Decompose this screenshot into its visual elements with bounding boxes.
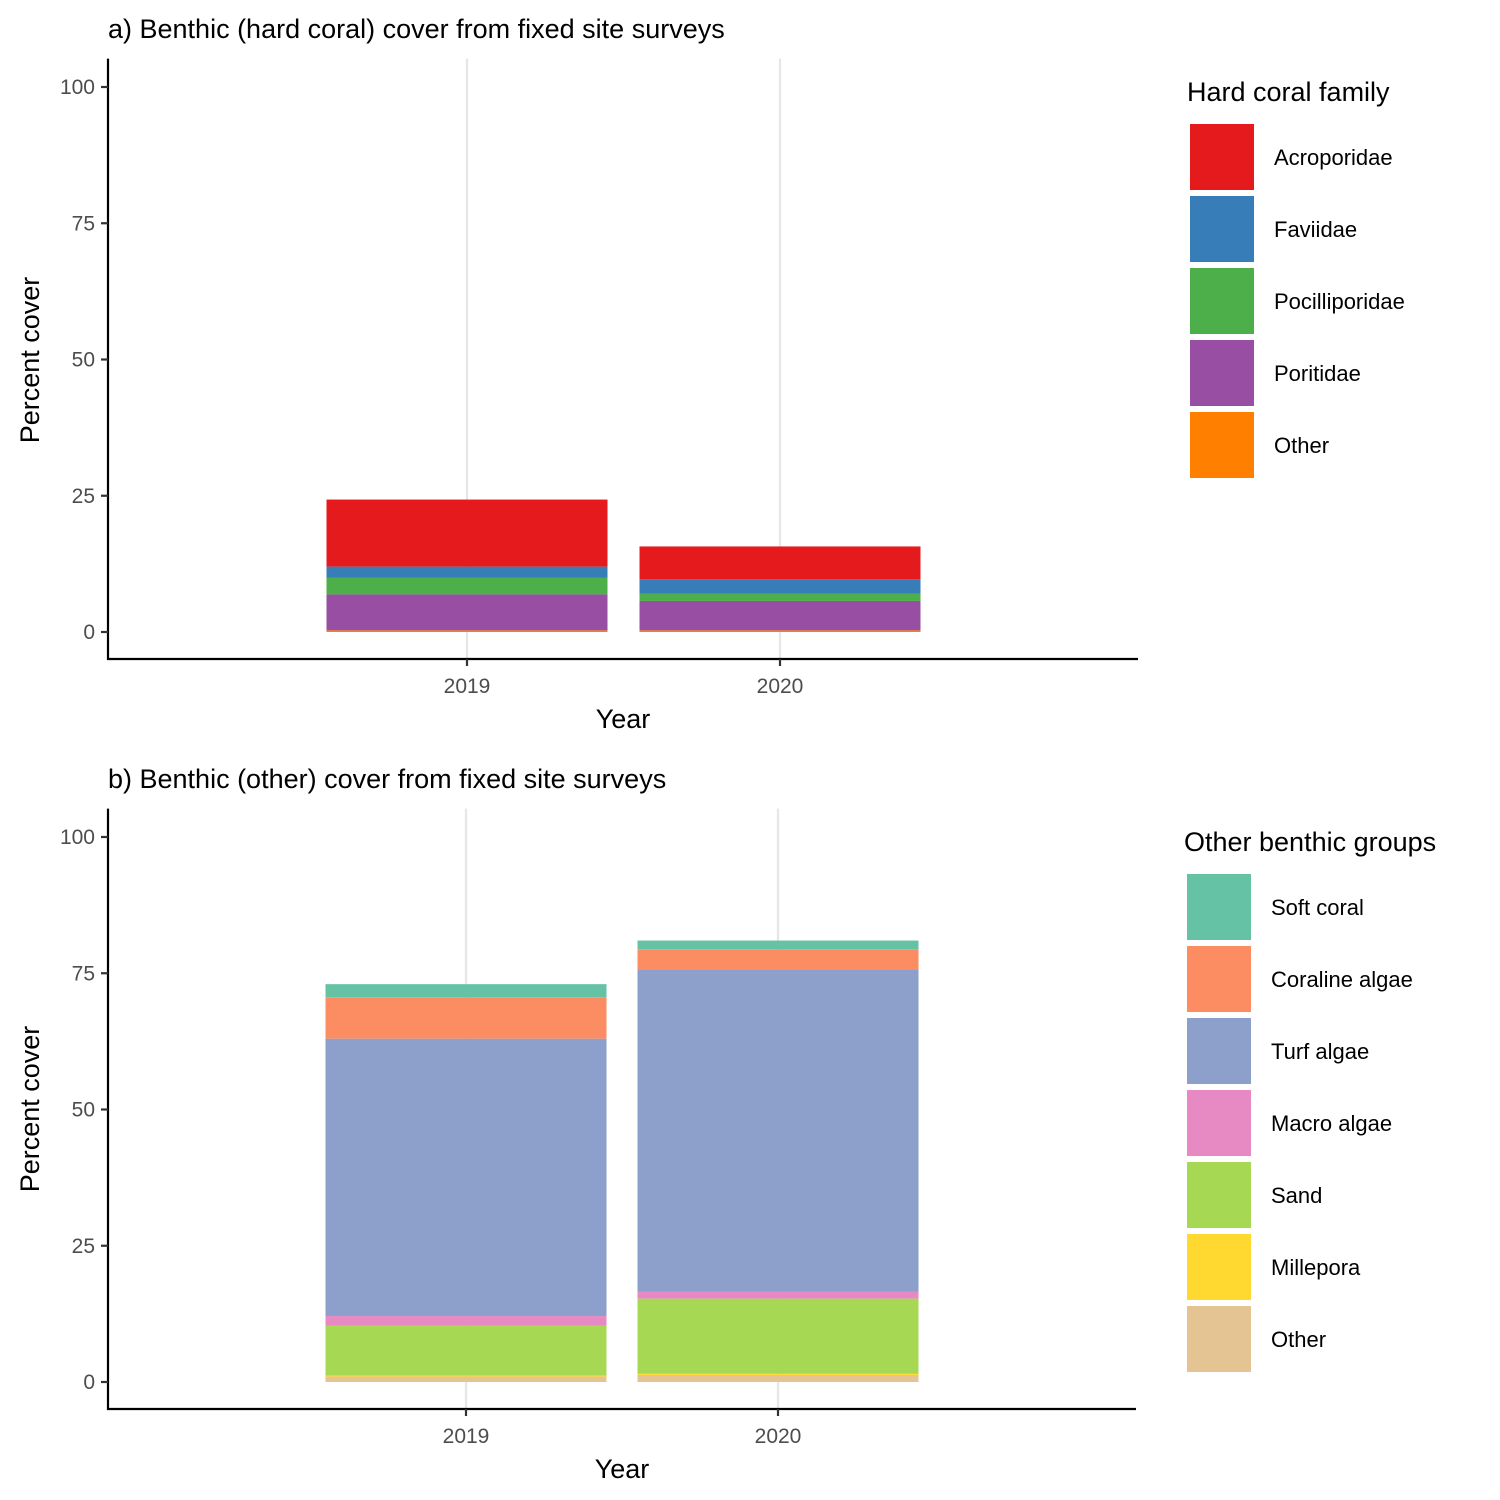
x-axis-title: Year <box>595 1454 650 1484</box>
legend-item-other: Other <box>1186 1305 1326 1377</box>
bar-2019-sand <box>325 1325 607 1376</box>
bar-2020-pocilliporidae <box>639 593 921 601</box>
bar-2020-soft-coral <box>637 940 919 950</box>
y-tick-label-50: 50 <box>72 1099 95 1122</box>
y-tick-label-75: 75 <box>72 962 95 985</box>
legend-label-macro-algae: Macro algae <box>1271 1111 1392 1136</box>
x-tick-label-2020: 2020 <box>755 1425 802 1448</box>
legend-label-other: Other <box>1274 433 1329 458</box>
y-tick-label-100: 100 <box>60 76 95 99</box>
legend-swatch-soft-coral <box>1187 874 1251 940</box>
bar-2020-faviidae <box>639 579 921 594</box>
legend-swatch-pocilliporidae <box>1190 268 1254 334</box>
legend-item-acroporidae: Acroporidae <box>1189 123 1393 195</box>
legend-label-millepora: Millepora <box>1271 1255 1361 1280</box>
legend-title: Other benthic groups <box>1184 827 1436 857</box>
bar-2020-other <box>639 630 921 632</box>
legend-title: Hard coral family <box>1187 77 1390 107</box>
other-benthic-stacked-bar-chart: b) Benthic (other) cover from fixed site… <box>15 764 1436 1484</box>
y-tick-label-0: 0 <box>83 1371 95 1394</box>
axes-layer: 0 25 50 75 100 2019 2020 <box>60 58 1138 698</box>
hard-coral-stacked-bar-chart: a) Benthic (hard coral) cover from fixed… <box>15 14 1405 734</box>
legend-label-turf-algae: Turf algae <box>1271 1039 1369 1064</box>
legend: Soft coral Coraline algae Turf algae Macro … <box>1186 873 1413 1377</box>
chart-panel-a: a) Benthic (hard coral) cover from fixed… <box>15 14 1405 734</box>
y-tick-label-100: 100 <box>60 826 95 849</box>
bar-2020-poritidae <box>639 600 921 631</box>
bar-2020-millepora <box>637 1373 919 1375</box>
chart-title: a) Benthic (hard coral) cover from fixed… <box>108 14 725 44</box>
legend-label-pocilliporidae: Pocilliporidae <box>1274 289 1405 314</box>
x-tick-label-2020: 2020 <box>757 675 804 698</box>
legend-item-faviidae: Faviidae <box>1189 195 1357 267</box>
legend-label-soft-coral: Soft coral <box>1271 895 1364 920</box>
legend-item-pocilliporidae: Pocilliporidae <box>1189 267 1405 339</box>
legend-swatch-poritidae <box>1190 340 1254 406</box>
legend-swatch-macro-algae <box>1187 1090 1251 1156</box>
legend-swatch-other <box>1187 1306 1251 1372</box>
y-tick-label-75: 75 <box>72 212 95 235</box>
bar-2019-soft-coral <box>325 984 607 998</box>
x-tick-label-2019: 2019 <box>443 1425 490 1448</box>
legend-item-soft-coral: Soft coral <box>1186 873 1364 945</box>
legend-item-macro-algae: Macro algae <box>1186 1089 1392 1161</box>
y-tick-label-25: 25 <box>72 1235 95 1258</box>
y-tick-label-25: 25 <box>72 485 95 508</box>
y-tick-label-0: 0 <box>83 621 95 644</box>
bar-2019-millepora <box>325 1375 607 1377</box>
legend-item-coraline-algae: Coraline algae <box>1186 945 1413 1017</box>
y-tick-label-50: 50 <box>72 349 95 372</box>
bar-2019-faviidae <box>326 566 608 578</box>
legend-swatch-coraline-algae <box>1187 946 1251 1012</box>
bar-2019-macro-algae <box>325 1316 607 1326</box>
axes-layer: 0 25 50 75 100 2019 2020 <box>60 808 1136 1448</box>
bar-2020-other <box>637 1374 919 1382</box>
bar-2020-macro-algae <box>637 1291 919 1299</box>
y-axis-title: Percent cover <box>15 1026 45 1193</box>
legend-label-faviidae: Faviidae <box>1274 217 1357 242</box>
x-tick-label-2019: 2019 <box>444 675 491 698</box>
bar-2020-turf-algae <box>637 969 919 1292</box>
legend-swatch-sand <box>1187 1162 1251 1228</box>
legend-swatch-other <box>1190 412 1254 478</box>
legend: Acroporidae Faviidae Pocilliporidae Poritid… <box>1189 123 1405 483</box>
legend-swatch-turf-algae <box>1187 1018 1251 1084</box>
legend-swatch-faviidae <box>1190 196 1254 262</box>
y-axis-title: Percent cover <box>15 277 45 444</box>
legend-label-other: Other <box>1271 1327 1326 1352</box>
legend-label-poritidae: Poritidae <box>1274 361 1361 386</box>
bar-2019-turf-algae <box>325 1038 607 1317</box>
legend-item-turf-algae: Turf algae <box>1186 1017 1369 1089</box>
chart-title: b) Benthic (other) cover from fixed site… <box>108 764 666 794</box>
legend-item-other: Other <box>1189 411 1329 483</box>
bar-2020-coraline-algae <box>637 949 919 970</box>
legend-item-sand: Sand <box>1186 1161 1322 1233</box>
bar-2019-other <box>325 1376 607 1382</box>
bars-layer <box>325 940 919 1382</box>
legend-swatch-acroporidae <box>1190 124 1254 190</box>
bar-2019-other <box>326 630 608 632</box>
bars-layer <box>326 499 921 632</box>
legend-item-poritidae: Poritidae <box>1189 339 1361 411</box>
bar-2019-acroporidae <box>326 499 608 567</box>
legend-label-sand: Sand <box>1271 1183 1322 1208</box>
chart-panel-b: b) Benthic (other) cover from fixed site… <box>0 750 1500 1500</box>
legend-label-coraline-algae: Coraline algae <box>1271 967 1413 992</box>
legend-item-millepora: Millepora <box>1186 1233 1361 1305</box>
bar-2019-poritidae <box>326 594 608 631</box>
bar-2020-sand <box>637 1298 919 1374</box>
bar-2020-acroporidae <box>639 546 921 580</box>
bar-2019-pocilliporidae <box>326 577 608 595</box>
legend-label-acroporidae: Acroporidae <box>1274 145 1393 170</box>
legend-swatch-millepora <box>1187 1234 1251 1300</box>
bar-2019-coraline-algae <box>325 997 607 1039</box>
x-axis-title: Year <box>596 704 651 734</box>
